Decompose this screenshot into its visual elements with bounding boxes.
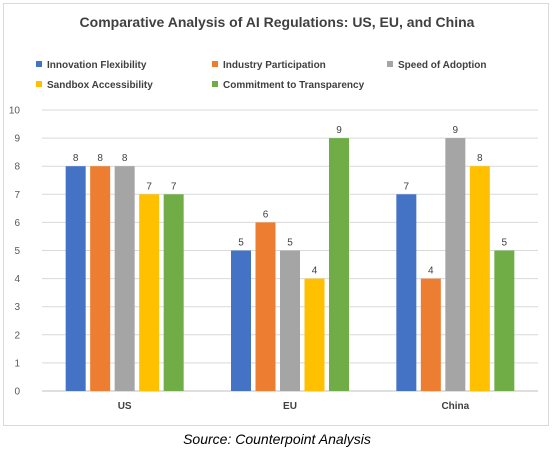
bar bbox=[494, 250, 515, 391]
bar bbox=[90, 166, 111, 391]
data-label: 8 bbox=[73, 153, 79, 164]
bar bbox=[231, 250, 251, 391]
legend-label: Innovation Flexibility bbox=[47, 60, 147, 71]
bar bbox=[396, 194, 417, 391]
y-tick-label: 2 bbox=[14, 330, 20, 341]
legend-swatch bbox=[36, 61, 42, 67]
bar bbox=[445, 138, 466, 391]
y-tick-label: 0 bbox=[14, 387, 20, 398]
bar bbox=[114, 166, 135, 391]
legend-item-commitment-to-transparency: Commitment to Transparency bbox=[212, 80, 364, 91]
data-label: 7 bbox=[146, 181, 152, 192]
legend-item-speed-of-adoption: Speed of Adoption bbox=[387, 60, 487, 71]
legend-label: Commitment to Transparency bbox=[223, 80, 365, 91]
bar bbox=[329, 138, 349, 391]
y-tick-label: 6 bbox=[14, 218, 20, 229]
legend-swatch bbox=[36, 81, 42, 87]
y-tick-label: 4 bbox=[14, 274, 20, 285]
legend-item-sandbox-accessibility: Sandbox Accessibility bbox=[36, 80, 153, 91]
legend-swatch bbox=[212, 81, 218, 87]
legend-label: Sandbox Accessibility bbox=[47, 80, 153, 91]
legend-swatch bbox=[387, 61, 393, 67]
y-tick-label: 10 bbox=[9, 106, 21, 117]
bar bbox=[280, 250, 300, 391]
bar bbox=[304, 278, 325, 391]
bar bbox=[255, 222, 276, 391]
legend-label: Speed of Adoption bbox=[398, 60, 487, 71]
chart-frame bbox=[3, 3, 549, 426]
x-tick-label: EU bbox=[283, 401, 297, 412]
x-tick-label: US bbox=[118, 401, 132, 412]
data-label: 4 bbox=[312, 266, 318, 277]
chart-title: Comparative Analysis of AI Regulations: … bbox=[79, 14, 475, 30]
legend-label: Industry Participation bbox=[223, 60, 326, 71]
y-tick-label: 3 bbox=[14, 302, 20, 313]
bar bbox=[139, 194, 160, 391]
data-label: 4 bbox=[428, 266, 434, 277]
data-label: 8 bbox=[122, 153, 128, 164]
data-label: 5 bbox=[502, 238, 508, 249]
data-label: 7 bbox=[404, 181, 410, 192]
x-tick-label: China bbox=[441, 401, 469, 412]
data-label: 7 bbox=[171, 181, 177, 192]
data-label: 9 bbox=[453, 125, 459, 136]
data-label: 8 bbox=[97, 153, 103, 164]
data-label: 6 bbox=[263, 209, 269, 220]
bar bbox=[163, 194, 184, 391]
source-note: Source: Counterpoint Analysis bbox=[183, 431, 371, 447]
bar bbox=[420, 278, 441, 391]
data-label: 8 bbox=[477, 153, 483, 164]
y-tick-label: 7 bbox=[14, 190, 20, 201]
bar bbox=[65, 166, 86, 391]
legend-item-innovation-flexibility: Innovation Flexibility bbox=[36, 60, 146, 71]
y-tick-label: 8 bbox=[14, 162, 20, 173]
bar bbox=[469, 166, 490, 391]
y-tick-label: 9 bbox=[14, 134, 20, 145]
y-tick-label: 5 bbox=[14, 246, 20, 257]
y-tick-label: 1 bbox=[14, 358, 20, 369]
legend-item-industry-participation: Industry Participation bbox=[212, 60, 326, 71]
legend-swatch bbox=[212, 61, 218, 67]
data-label: 5 bbox=[238, 238, 244, 249]
data-label: 9 bbox=[336, 125, 342, 136]
data-label: 5 bbox=[287, 238, 293, 249]
